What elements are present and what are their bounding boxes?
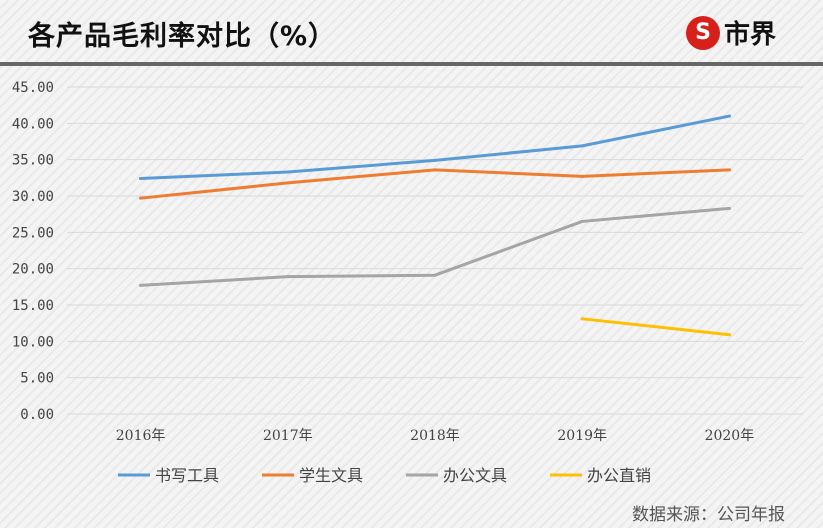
source-note: 数据来源：公司年报	[632, 505, 785, 525]
y-tick-label: 15.00	[12, 298, 54, 314]
data-point	[286, 170, 290, 174]
y-tick-label: 35.00	[12, 153, 54, 169]
data-point	[580, 219, 584, 223]
header-divider	[0, 62, 823, 66]
legend-label: 办公直销	[587, 466, 651, 485]
data-point	[139, 177, 143, 181]
y-tick-label: 30.00	[12, 189, 54, 205]
data-point	[286, 275, 290, 279]
data-point	[580, 144, 584, 148]
y-tick-label: 0.00	[20, 407, 54, 423]
y-tick-label: 25.00	[12, 225, 54, 241]
data-point	[580, 317, 584, 321]
data-point	[727, 206, 731, 210]
data-point	[286, 181, 290, 185]
legend-label: 学生文具	[299, 466, 363, 485]
data-point	[433, 158, 437, 162]
data-point	[433, 168, 437, 172]
y-tick-label: 20.00	[12, 262, 54, 278]
y-tick-label: 45.00	[12, 80, 54, 96]
legend-label: 书写工具	[155, 466, 219, 485]
line-chart: 0.00 5.00 10.00 15.00 20.00 25.00 30.00 35.00 40…	[12, 80, 803, 485]
data-point	[580, 174, 584, 178]
legend-label: 办公文具	[443, 466, 507, 485]
x-tick-label: 2020年	[705, 428, 755, 444]
data-point	[727, 168, 731, 172]
logo-icon: S	[686, 15, 720, 50]
data-point	[727, 333, 731, 337]
data-point	[433, 273, 437, 277]
data-point	[727, 114, 731, 118]
y-tick-label: 5.00	[20, 371, 54, 387]
y-tick-label: 40.00	[12, 116, 54, 132]
data-point	[139, 196, 143, 200]
header: 各产品毛利率对比（%） S 市界	[0, 0, 823, 62]
data-point	[139, 283, 143, 287]
series-line-4	[580, 317, 731, 337]
x-tick-label: 2017年	[263, 428, 313, 444]
x-tick-label: 2019年	[557, 428, 607, 444]
chart-title: 各产品毛利率对比（%）	[28, 21, 337, 52]
logo-text: 市界	[724, 20, 777, 50]
x-tick-label: 2018年	[410, 428, 460, 444]
logo: S 市界	[686, 14, 776, 51]
y-tick-label: 10.00	[12, 334, 54, 350]
x-tick-label: 2016年	[116, 428, 166, 444]
